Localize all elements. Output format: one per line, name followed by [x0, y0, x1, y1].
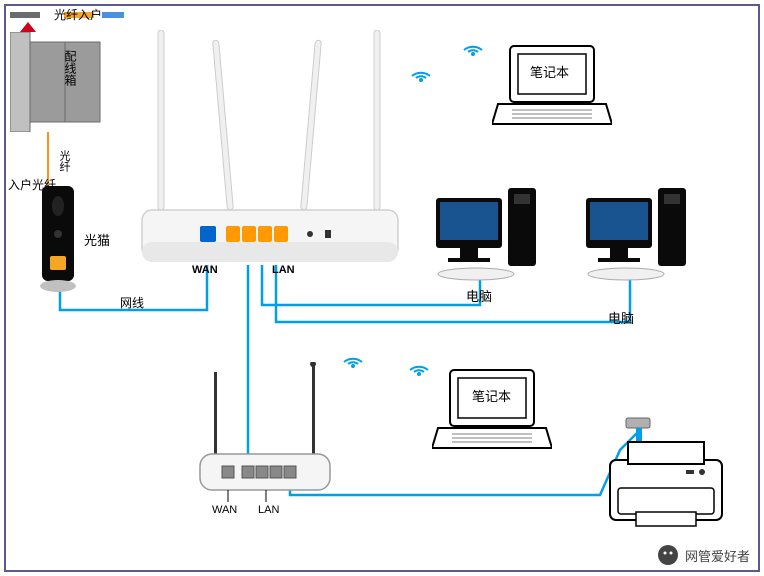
fiber-small-label: 光纤	[56, 150, 72, 172]
main-router	[130, 30, 410, 280]
red-triangle-icon	[20, 22, 36, 32]
wifi-icon	[460, 32, 486, 58]
laptop1-label: 笔记本	[530, 62, 569, 81]
laptop2-label: 笔记本	[472, 386, 511, 405]
laptop-1	[492, 42, 612, 132]
junction-box	[10, 32, 102, 132]
lan2-label: LAN	[258, 504, 279, 516]
pc-2	[586, 188, 696, 288]
pc1-label: 电脑	[466, 286, 492, 305]
laptop-2	[432, 366, 552, 456]
watermark: 网管爱好者	[657, 544, 750, 566]
cable-label: 网线	[120, 294, 144, 311]
printer	[596, 416, 736, 536]
modem-label: 光猫	[84, 230, 110, 249]
pc2-label: 电脑	[608, 308, 634, 327]
wifi-icon	[408, 58, 434, 84]
wifi-icon	[406, 352, 432, 378]
wan2-label: WAN	[212, 504, 237, 516]
lan-label: LAN	[272, 264, 295, 276]
pc-1	[436, 188, 546, 288]
junction-box-label: 配线箱	[62, 50, 79, 86]
fiber-in-label: 光纤入户	[54, 6, 102, 23]
watermark-text: 网管爱好者	[685, 546, 750, 565]
wifi-icon	[340, 344, 366, 370]
wan-label: WAN	[192, 264, 218, 276]
second-router	[192, 362, 342, 522]
modem	[36, 186, 80, 296]
wechat-icon	[657, 544, 679, 566]
